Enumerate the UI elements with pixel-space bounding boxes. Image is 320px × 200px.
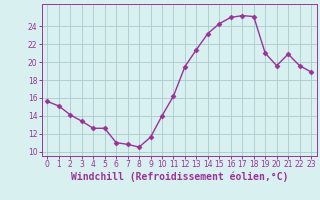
X-axis label: Windchill (Refroidissement éolien,°C): Windchill (Refroidissement éolien,°C) <box>70 172 288 182</box>
